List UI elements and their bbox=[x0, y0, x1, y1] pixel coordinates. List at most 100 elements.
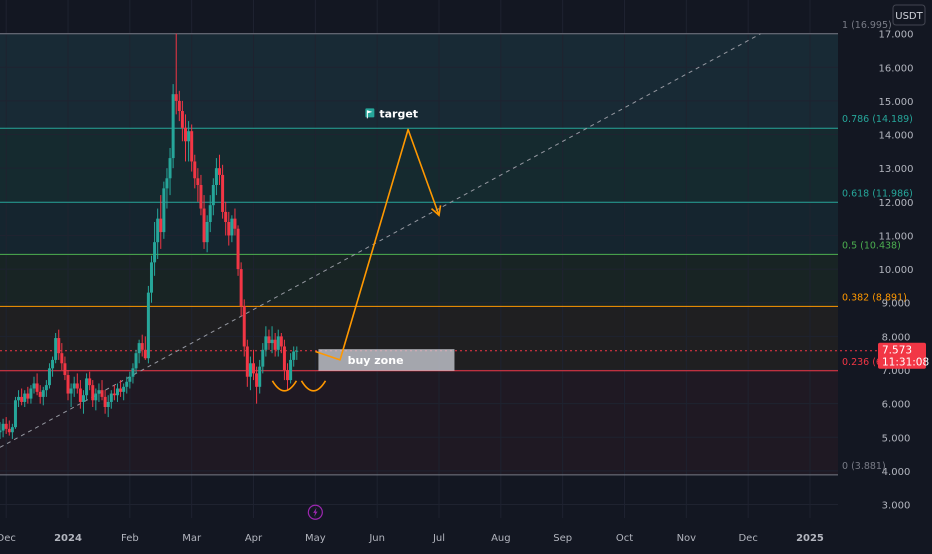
candle-body bbox=[162, 188, 166, 233]
candle-body bbox=[187, 131, 191, 142]
time-tick-label[interactable]: Jun bbox=[368, 533, 385, 544]
candle bbox=[279, 333, 283, 354]
candle-body bbox=[100, 390, 104, 397]
price-axis[interactable]: 3.000 4.000 5.000 6.000 7.000 8.000 9.000 10.00… bbox=[879, 30, 914, 512]
candle bbox=[122, 383, 126, 401]
candle bbox=[26, 386, 30, 404]
candle bbox=[29, 385, 33, 404]
price-tick-label[interactable]: 14.000 bbox=[879, 131, 914, 142]
candle bbox=[32, 376, 36, 394]
time-tick-label[interactable]: Feb bbox=[121, 533, 139, 544]
fib-level-label: 0.382 (8.891) bbox=[842, 292, 907, 303]
candle bbox=[205, 215, 209, 253]
bottom-arc bbox=[271, 380, 298, 392]
candle-body bbox=[236, 228, 240, 270]
candle bbox=[211, 178, 215, 216]
price-tick-label[interactable]: 3.000 bbox=[882, 501, 911, 512]
price-tick-label[interactable]: 6.000 bbox=[882, 400, 911, 411]
candle bbox=[292, 346, 296, 367]
fib-level-label: 0 (3.881) bbox=[842, 461, 886, 472]
price-tick-label[interactable]: 12.000 bbox=[879, 198, 914, 209]
candle-body bbox=[273, 339, 277, 350]
candle bbox=[23, 390, 27, 407]
candle bbox=[103, 390, 107, 414]
time-tick-label[interactable]: Jul bbox=[432, 533, 445, 544]
candle-body bbox=[221, 174, 225, 212]
candle-body bbox=[168, 158, 172, 179]
time-tick-label[interactable]: Dec bbox=[0, 533, 16, 544]
projection-arrowhead bbox=[430, 205, 442, 217]
candle-body bbox=[81, 395, 85, 402]
candle-body bbox=[112, 393, 116, 396]
price-tick-label[interactable]: 9.000 bbox=[882, 299, 911, 310]
candle bbox=[171, 84, 175, 169]
candle-body bbox=[174, 94, 178, 101]
candle bbox=[51, 356, 55, 377]
price-tick-label[interactable]: 17.000 bbox=[879, 30, 914, 41]
fib-zone-fill bbox=[0, 254, 838, 307]
time-tick-label[interactable]: Oct bbox=[616, 533, 633, 544]
candle-body bbox=[38, 391, 42, 397]
candle-body bbox=[242, 306, 246, 347]
candle bbox=[100, 380, 104, 401]
price-tick-label[interactable]: 10.000 bbox=[879, 265, 914, 276]
time-tick-label[interactable]: Sep bbox=[553, 533, 572, 544]
flag-icon bbox=[365, 108, 375, 119]
candle-body bbox=[97, 390, 101, 394]
candle bbox=[0, 422, 2, 439]
currency-badge[interactable]: USDT bbox=[892, 4, 926, 26]
candle bbox=[63, 356, 67, 381]
price-tick-label[interactable]: 7.000 bbox=[882, 366, 911, 377]
candle bbox=[146, 285, 150, 364]
candle-body bbox=[208, 205, 212, 222]
candle bbox=[174, 33, 178, 115]
price-tick-label[interactable]: 16.000 bbox=[879, 63, 914, 74]
time-axis[interactable]: Dec 2024 Feb Mar Apr May Jun Jul Aug Sep Oct Nov Dec… bbox=[0, 533, 824, 544]
candle bbox=[214, 158, 218, 196]
time-tick-label[interactable]: Nov bbox=[677, 533, 697, 544]
time-tick-label[interactable]: Dec bbox=[738, 533, 757, 544]
candle bbox=[168, 148, 172, 196]
buy-zone-box bbox=[318, 349, 455, 371]
price-tick-label[interactable]: 4.000 bbox=[882, 467, 911, 478]
currency-label: USDT bbox=[895, 11, 923, 22]
candle-body bbox=[60, 353, 64, 364]
price-tick-label[interactable]: 8.000 bbox=[882, 332, 911, 343]
candle bbox=[41, 386, 45, 406]
candle-body bbox=[193, 161, 197, 179]
candle bbox=[156, 208, 160, 259]
candle bbox=[106, 395, 110, 418]
candle bbox=[187, 121, 191, 162]
time-tick-label[interactable]: Mar bbox=[182, 533, 202, 544]
time-tick-label[interactable]: 2025 bbox=[796, 533, 824, 544]
candle-body bbox=[205, 222, 209, 243]
candle-body bbox=[270, 339, 274, 344]
time-tick-label[interactable]: May bbox=[305, 533, 326, 544]
candle bbox=[261, 343, 265, 374]
lightning-icon[interactable] bbox=[307, 504, 323, 520]
time-tick-label[interactable]: Apr bbox=[245, 533, 263, 544]
candle-body bbox=[109, 393, 113, 402]
candle bbox=[190, 124, 194, 172]
candle-body bbox=[239, 269, 243, 307]
candle-body bbox=[10, 427, 14, 433]
candle-body bbox=[13, 400, 17, 428]
candle bbox=[270, 326, 274, 354]
time-tick-label[interactable]: Aug bbox=[491, 533, 511, 544]
candle-body bbox=[140, 343, 144, 350]
price-tick-label[interactable]: 15.000 bbox=[879, 97, 914, 108]
price-tick-label[interactable]: 5.000 bbox=[882, 433, 911, 444]
price-tick-label[interactable]: 11.000 bbox=[879, 231, 914, 242]
candle-body bbox=[264, 336, 268, 350]
price-tick-label[interactable]: 13.000 bbox=[879, 164, 914, 175]
candle-body bbox=[224, 211, 228, 222]
candle-body bbox=[267, 336, 271, 344]
event-marker[interactable] bbox=[307, 504, 323, 520]
candle-body bbox=[26, 393, 30, 399]
candle-body bbox=[72, 383, 76, 389]
buy-zone-group: buy zone bbox=[318, 349, 455, 371]
candle-body bbox=[196, 178, 200, 185]
time-tick-label[interactable]: 2024 bbox=[54, 533, 82, 544]
candle bbox=[119, 380, 123, 397]
